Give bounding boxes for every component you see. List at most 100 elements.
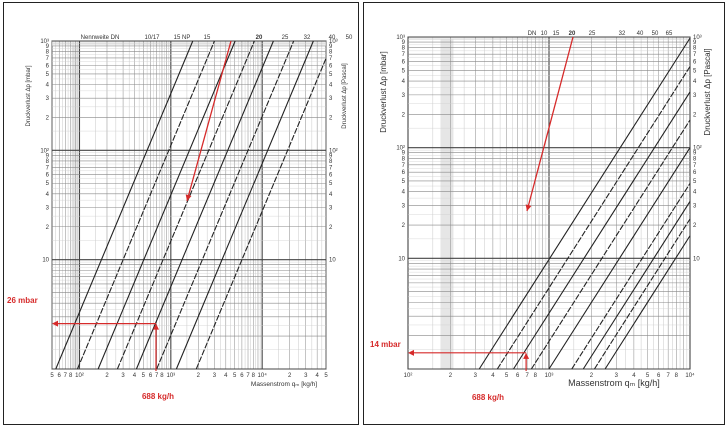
x-tick-label: 5 — [50, 373, 54, 379]
top-title: Nennweite DN — [81, 35, 120, 41]
dp-value-label: 14 mbar — [370, 340, 401, 349]
x-tick-label: 5 — [646, 373, 650, 379]
y-tick-label-right: 5 — [329, 181, 333, 187]
series-line — [175, 40, 314, 370]
y-tick-label: 10³ — [40, 39, 49, 45]
y-axis-label-left: Druckverlust Δp [mbar] — [379, 51, 388, 132]
y-tick-label-right: 5 — [329, 72, 333, 78]
shaded-band — [440, 37, 454, 369]
top-label: 15 — [553, 31, 560, 37]
dp-value-label: 26 mbar — [7, 296, 38, 305]
y-tick-label-right: 3 — [329, 206, 333, 212]
y-tick-label: 8 — [46, 50, 50, 56]
top-label: 10 — [541, 31, 548, 37]
y-tick-label: 4 — [402, 79, 406, 85]
top-label: 20 — [256, 35, 263, 41]
y-tick-label-right: 2 — [329, 115, 333, 121]
y-tick-label-right: 9 — [329, 153, 333, 159]
series-line — [97, 40, 236, 370]
x-tick-label: 7 — [155, 373, 159, 379]
y-tick-label: 5 — [402, 179, 406, 185]
y-tick-label-right: 10 — [693, 256, 700, 262]
x-tick-label: 3 — [121, 373, 125, 379]
x-tick-label: 5 — [233, 373, 237, 379]
x-tick-label: 10² — [404, 373, 413, 379]
y-tick-label: 4 — [402, 190, 406, 196]
y-tick-label-right: 7 — [693, 52, 697, 58]
y-tick-label-right: 3 — [329, 96, 333, 102]
y-tick-label-right: 7 — [329, 56, 333, 62]
y-tick-label: 5 — [46, 181, 50, 187]
selection-arrow — [526, 36, 574, 212]
y-tick-label-right: 8 — [329, 159, 333, 165]
x-tick-label: 8 — [69, 373, 73, 379]
series-line — [571, 183, 691, 370]
y-tick-label: 3 — [402, 93, 406, 99]
top-label: DN — [528, 31, 537, 37]
series-line — [76, 40, 215, 370]
y-tick-label-right: 2 — [329, 225, 333, 231]
chart-panel-right: 10 10 2 2 3 3 4 4 5 5 6 6 7 7 8 8 9 9 10² 10² 2 2 3 3 4 4 5 5 6 6 7 7 8 8… — [363, 2, 725, 425]
x-axis-label: Massenstrom qₘ [kg/h] — [251, 381, 317, 388]
top-label: 25 — [282, 35, 289, 41]
y-tick-label: 4 — [46, 192, 50, 198]
x-tick-label: 2 — [105, 373, 109, 379]
top-label: 65 — [666, 31, 673, 37]
y-tick-label: 5 — [402, 68, 406, 74]
y-tick-label-right: 9 — [693, 40, 697, 46]
series-line — [116, 40, 255, 370]
top-label: 15 — [204, 35, 211, 41]
x-tick-label: 4 — [632, 373, 636, 379]
y-tick-label-right: 4 — [693, 190, 697, 196]
x-tick-label: 6 — [516, 373, 520, 379]
top-label: 50 — [652, 31, 659, 37]
y-axis-label-right: Druckverlust Δp [Pascal] — [703, 48, 712, 135]
y-tick-label-right: 10² — [329, 148, 338, 154]
y-tick-label-right: 9 — [693, 151, 697, 157]
series-line — [530, 119, 691, 370]
x-tick-label: 10⁴ — [258, 372, 268, 379]
y-tick-label: 3 — [402, 204, 406, 210]
y-tick-label: 6 — [46, 63, 50, 69]
x-tick-label: 6 — [240, 373, 244, 379]
series-line — [55, 40, 194, 370]
y-tick-label: 3 — [46, 96, 50, 102]
selection-arrowhead — [525, 204, 532, 211]
y-tick-label-right: 8 — [329, 50, 333, 56]
selection-arrow — [186, 40, 232, 202]
y-tick-label: 9 — [46, 153, 50, 159]
x-tick-label: 4 — [133, 373, 137, 379]
y-tick-label: 6 — [402, 60, 406, 66]
y-tick-label: 4 — [46, 83, 50, 89]
y-tick-label: 8 — [402, 156, 406, 162]
x-tick-label: 10⁴ — [685, 372, 695, 379]
x-tick-label: 7 — [525, 373, 529, 379]
x-tick-label: 6 — [149, 373, 153, 379]
series-line — [195, 58, 327, 370]
y-tick-label-right: 10³ — [693, 35, 702, 41]
dp-arrowhead — [408, 349, 414, 356]
x-tick-label: 10³ — [545, 373, 554, 379]
y-tick-label: 3 — [46, 206, 50, 212]
flow-arrowhead — [523, 352, 530, 359]
y-tick-label: 7 — [46, 56, 50, 62]
x-tick-label: 5 — [324, 373, 328, 379]
y-tick-label: 10 — [42, 258, 49, 264]
dp-arrowhead — [52, 320, 58, 327]
y-tick-label-right: 6 — [693, 170, 697, 176]
top-label: 10/17 — [144, 35, 160, 41]
top-label: 25 — [589, 31, 596, 37]
x-tick-label: 3 — [304, 373, 308, 379]
x-tick-label: 3 — [213, 373, 217, 379]
series-line — [582, 201, 691, 370]
y-tick-label-right: 10 — [329, 258, 336, 264]
x-tick-label: 10² — [75, 373, 84, 379]
y-tick-label: 2 — [402, 112, 406, 118]
x-tick-label: 2 — [590, 373, 594, 379]
plot-area — [51, 40, 327, 370]
x-tick-label: 4 — [315, 373, 319, 379]
y-tick-label: 10² — [40, 148, 49, 154]
y-tick-label: 7 — [402, 163, 406, 169]
